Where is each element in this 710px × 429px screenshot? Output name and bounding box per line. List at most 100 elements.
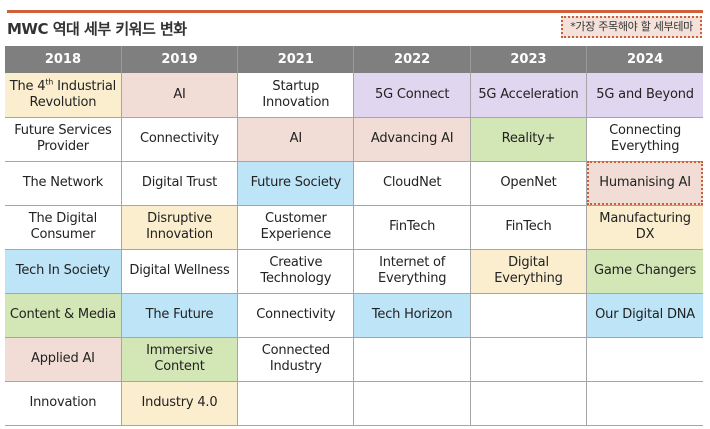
keyword-cell: Game Changers bbox=[586, 249, 703, 294]
keyword-cell: Disruptive Innovation bbox=[120, 205, 238, 250]
cell-text: Everything bbox=[494, 271, 563, 286]
cell-text: AI bbox=[173, 86, 186, 102]
year-header-row: 2018 2019 2021 2022 2023 2024 bbox=[5, 46, 703, 73]
cell-text: CloudNet bbox=[382, 175, 442, 190]
keyword-cell: Customer Experience bbox=[237, 205, 354, 250]
page-title: MWC 역대 세부 키워드 변화 bbox=[7, 20, 187, 38]
cell-text: Creative bbox=[269, 255, 323, 270]
keyword-cell: Internet of Everything bbox=[353, 249, 471, 294]
keyword-row: Innovation Industry 4.0 bbox=[5, 381, 703, 426]
cell-text: Everything bbox=[610, 139, 680, 154]
keyword-cell: FinTech bbox=[469, 205, 587, 250]
cell-text: Game Changers bbox=[594, 263, 697, 278]
cell-text: Advancing AI bbox=[370, 131, 454, 146]
cell-text: Tech In Society bbox=[15, 263, 111, 278]
cell-text: OpenNet bbox=[500, 175, 557, 190]
year-header: 2023 bbox=[469, 46, 587, 73]
cell-text: Connectivity bbox=[139, 131, 220, 146]
keyword-cell: AI bbox=[237, 117, 354, 162]
cell-text: Digital bbox=[508, 255, 549, 270]
cell-text: Connected bbox=[261, 343, 330, 358]
empty-cell bbox=[469, 337, 587, 382]
cell-text: Future Society bbox=[250, 175, 342, 190]
keyword-cell: Future Society bbox=[237, 161, 354, 206]
cell-text: AI bbox=[289, 131, 303, 146]
keyword-cell: 5G Acceleration bbox=[469, 73, 587, 118]
cell-text: Content bbox=[154, 359, 205, 374]
keyword-cell: Advancing AI bbox=[353, 117, 471, 162]
keyword-cell: Tech Horizon bbox=[353, 293, 471, 338]
keyword-cell: Manufacturing DX bbox=[586, 205, 703, 250]
keyword-cell: Content & Media bbox=[5, 293, 122, 338]
keyword-cell-highlighted: Humanising AI bbox=[586, 161, 703, 206]
keyword-cell: 5G Connect bbox=[353, 73, 471, 118]
cell-text: Industry bbox=[269, 359, 322, 374]
cell-text: Immersive bbox=[146, 343, 213, 358]
keyword-cell: 5G and Beyond bbox=[586, 73, 703, 118]
keyword-cell: FinTech bbox=[353, 205, 471, 250]
keyword-cell: Digital Wellness bbox=[120, 249, 238, 294]
empty-cell bbox=[586, 337, 703, 382]
keyword-cell: Digital Trust bbox=[120, 161, 238, 206]
keyword-cell: Immersive Content bbox=[120, 337, 238, 382]
keyword-cell: Our Digital DNA bbox=[586, 293, 703, 338]
cell-text: Reality+ bbox=[501, 131, 556, 146]
keyword-cell: OpenNet bbox=[469, 161, 587, 206]
cell-text: The 4 bbox=[9, 78, 46, 94]
keyword-cell: The 4th Industrial Revolution bbox=[5, 73, 122, 118]
keyword-table: 2018 2019 2021 2022 2023 2024 The 4th In… bbox=[5, 46, 703, 426]
keyword-cell: Startup Innovation bbox=[237, 73, 354, 118]
cell-text: DX bbox=[635, 227, 655, 242]
cell-text: Customer bbox=[265, 211, 327, 226]
keyword-cell: Reality+ bbox=[469, 117, 587, 162]
cell-text: Industry 4.0 bbox=[141, 395, 218, 410]
year-header: 2021 bbox=[237, 46, 354, 73]
year-header: 2018 bbox=[5, 46, 122, 73]
cell-text: Industrial bbox=[53, 78, 117, 94]
keyword-cell: Connecting Everything bbox=[586, 117, 703, 162]
keyword-row: The Network Digital Trust Future Society Cl… bbox=[5, 161, 703, 206]
keyword-cell: Tech In Society bbox=[5, 249, 122, 294]
keyword-row: The Digital Consumer Disruptive Innovation C… bbox=[5, 205, 703, 250]
empty-cell bbox=[586, 381, 703, 426]
cell-text: Innovation bbox=[146, 227, 213, 242]
cell-text: Connectivity bbox=[256, 307, 336, 322]
keyword-cell: Connectivity bbox=[237, 293, 354, 338]
keyword-cell: Connectivity bbox=[120, 117, 238, 162]
cell-text: Innovation bbox=[29, 395, 97, 410]
cell-text: Internet of bbox=[379, 255, 446, 270]
cell-text: The Digital bbox=[28, 211, 98, 226]
keyword-row: Content & Media The Future Connectivity Tec… bbox=[5, 293, 703, 338]
empty-cell bbox=[353, 381, 471, 426]
cell-text: The Future bbox=[145, 307, 214, 322]
cell-text: Connecting bbox=[609, 123, 681, 138]
empty-cell bbox=[353, 337, 471, 382]
keyword-cell: AI bbox=[120, 73, 238, 118]
cell-text: Digital Wellness bbox=[129, 263, 230, 278]
keyword-row: Applied AI Immersive Content Connected Indus… bbox=[5, 337, 703, 382]
cell-text: Content & Media bbox=[9, 307, 116, 322]
cell-text: Digital Trust bbox=[141, 175, 218, 190]
keyword-cell: Connected Industry bbox=[237, 337, 354, 382]
cell-text: Provider bbox=[36, 139, 89, 154]
keyword-cell: Future Services Provider bbox=[5, 117, 122, 162]
keyword-cell: Digital Everything bbox=[469, 249, 587, 294]
year-header: 2019 bbox=[120, 46, 238, 73]
cell-text: Applied AI bbox=[31, 351, 95, 366]
keyword-cell: The Digital Consumer bbox=[5, 205, 122, 250]
keyword-row: Future Services Provider Connectivity AI Adv… bbox=[5, 117, 703, 162]
keyword-cell: Applied AI bbox=[5, 337, 122, 382]
cell-text: Technology bbox=[260, 271, 332, 286]
year-header: 2022 bbox=[353, 46, 471, 73]
year-header: 2024 bbox=[586, 46, 703, 73]
keyword-cell: The Network bbox=[5, 161, 122, 206]
cell-text: Future Services bbox=[14, 123, 112, 138]
cell-text: Tech Horizon bbox=[371, 307, 453, 322]
cell-text: FinTech bbox=[389, 219, 436, 234]
keyword-cell: Industry 4.0 bbox=[120, 381, 238, 426]
empty-cell bbox=[469, 293, 587, 338]
cell-text: FinTech bbox=[505, 219, 552, 234]
cell-text: 5G and Beyond bbox=[596, 86, 694, 102]
cell-text: Innovation bbox=[262, 94, 330, 110]
keyword-cell: Innovation bbox=[5, 381, 122, 426]
